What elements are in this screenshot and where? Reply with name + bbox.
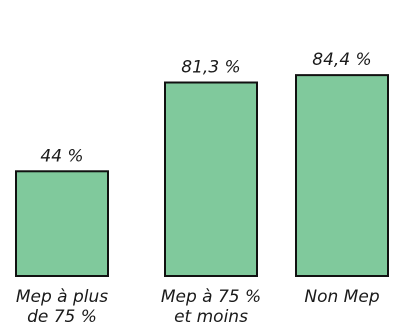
value-label-3: 84,4 % <box>312 50 371 70</box>
category-label-2-line-2: et moins <box>174 307 248 327</box>
value-label-2: 81,3 % <box>181 58 240 78</box>
category-label-2-line-1: Mep à 75 % <box>161 287 261 307</box>
value-label-1: 44 % <box>40 146 83 166</box>
bar-2 <box>164 81 258 277</box>
category-label-3-line-1: Non Mep <box>304 287 379 307</box>
category-label-1-line-2: de 75 % <box>27 307 97 327</box>
category-label-1-line-1: Mep à plus <box>16 287 108 307</box>
bars <box>15 74 389 277</box>
bar-1 <box>15 170 109 277</box>
bar-3 <box>295 74 389 277</box>
value-labels: 44 % 81,3 % 84,4 % <box>40 50 371 166</box>
